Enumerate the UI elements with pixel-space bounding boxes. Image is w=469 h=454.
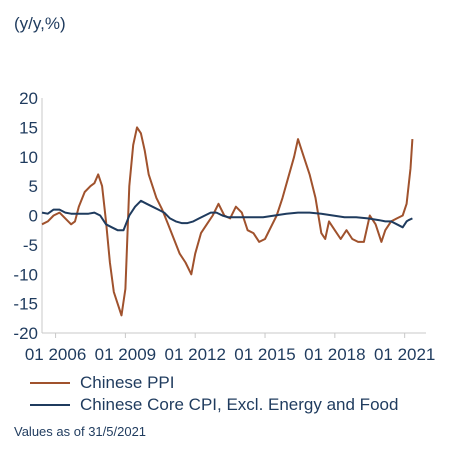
y-tick-label: -20 [13,324,38,343]
legend: Chinese PPI Chinese Core CPI, Excl. Ener… [30,372,398,416]
y-tick-label: -5 [23,236,38,255]
legend-swatch-ppi [30,382,70,384]
legend-label-ppi: Chinese PPI [80,373,175,392]
series-line-core-cpi [41,199,413,232]
series-layer [41,126,414,317]
x-tick-label: 01 2009 [95,345,156,364]
y-tick-label: -15 [13,295,38,314]
plot-area: 20 15 10 5 0 -5 -10 -15 -20 01 2006 01 2009 01 2012… [13,89,435,364]
x-tick-label: 01 2012 [164,345,225,364]
y-tick-label: 15 [19,118,38,137]
x-tick-label: 01 2021 [374,345,435,364]
legend-label-core-cpi: Chinese Core CPI, Excl. Energy and Food [80,395,399,414]
axes: 20 15 10 5 0 -5 -10 -15 -20 01 2006 01 2009 01 2012… [13,89,435,364]
legend-swatch-core-cpi [30,404,70,406]
x-tick-label: 01 2015 [234,345,295,364]
x-tick-label: 01 2006 [25,345,86,364]
legend-item-ppi: Chinese PPI [30,372,398,394]
y-tick-label: 20 [19,89,38,108]
y-unit-label: (y/y,%) [14,14,66,33]
y-tick-label: 10 [19,148,38,167]
x-tick-label: 01 2018 [304,345,365,364]
y-tick-label: -10 [13,265,38,284]
legend-item-core-cpi: Chinese Core CPI, Excl. Energy and Food [30,394,398,416]
y-tick-label: 0 [29,207,38,226]
y-tick-label: 5 [29,177,38,196]
footnote: Values as of 31/5/2021 [14,424,147,439]
series-line-ppi [41,126,414,317]
